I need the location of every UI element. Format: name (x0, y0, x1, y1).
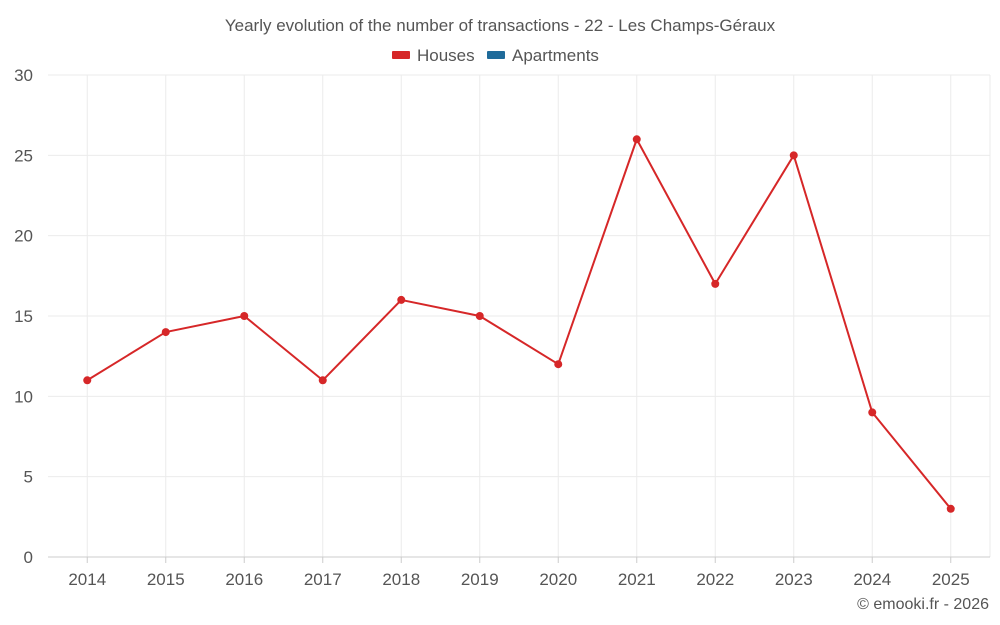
x-tick-label: 2020 (539, 570, 577, 589)
houses-point[interactable] (946, 504, 955, 513)
houses-point[interactable] (789, 151, 798, 160)
x-tick-label: 2025 (932, 570, 970, 589)
x-tick-label: 2023 (775, 570, 813, 589)
houses-point[interactable] (318, 376, 327, 385)
y-tick-label: 15 (14, 307, 33, 326)
houses-point[interactable] (475, 312, 484, 320)
x-tick-label: 2017 (304, 570, 342, 589)
houses-point[interactable] (554, 360, 563, 369)
x-tick-label: 2022 (696, 570, 734, 589)
y-tick-label: 0 (24, 548, 33, 567)
x-tick-label: 2016 (225, 570, 263, 589)
legend-item-houses[interactable]: Houses (392, 46, 475, 65)
x-tick-label: 2024 (853, 570, 891, 589)
chart-title: Yearly evolution of the number of transa… (225, 16, 776, 35)
legend-label-apartments: Apartments (512, 46, 599, 65)
houses-point[interactable] (83, 376, 92, 385)
y-tick-label: 10 (14, 387, 33, 406)
x-tick-label: 2021 (618, 570, 656, 589)
houses-point[interactable] (711, 279, 720, 288)
legend-label-houses: Houses (417, 46, 475, 65)
legend-swatch-apartments (487, 51, 505, 59)
y-tick-label: 30 (14, 66, 33, 85)
legend-item-apartments[interactable]: Apartments (487, 46, 599, 65)
houses-line (86, 138, 952, 510)
x-tick-label: 2018 (382, 570, 420, 589)
houses-point[interactable] (868, 408, 877, 417)
y-tick-label: 20 (14, 227, 33, 246)
grid (48, 74, 991, 558)
credit-text: © emooki.fr - 2026 (857, 596, 989, 613)
legend: Houses Apartments (392, 46, 599, 65)
x-tick-label: 2015 (147, 570, 185, 589)
x-tick-label: 2014 (68, 570, 106, 589)
houses-point[interactable] (632, 135, 641, 144)
legend-swatch-houses (392, 51, 410, 59)
y-tick-label: 25 (14, 146, 33, 165)
x-tick-label: 2019 (461, 570, 499, 589)
y-tick-label: 5 (24, 468, 33, 487)
houses-point[interactable] (397, 295, 406, 304)
houses-point[interactable] (240, 312, 249, 320)
houses-point[interactable] (161, 328, 170, 337)
series-houses (83, 135, 955, 513)
